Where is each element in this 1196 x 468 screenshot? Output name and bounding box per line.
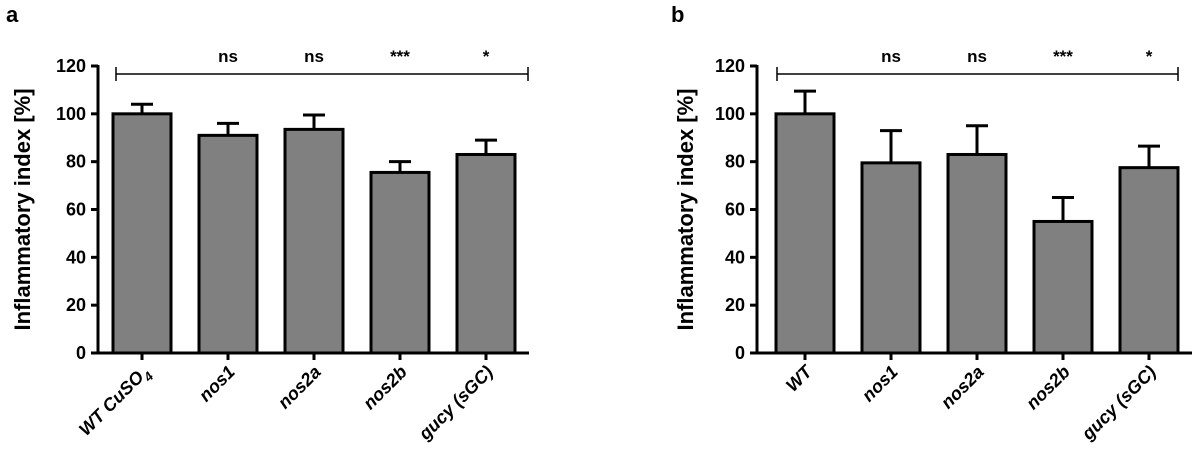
- x-tick-label-text: gucy (sGC): [1077, 362, 1160, 445]
- bar-3: [946, 152, 1008, 355]
- bar-2: [860, 161, 922, 355]
- x-tick-label: nos2b: [1022, 362, 1074, 414]
- x-tick-label: WT: [782, 360, 817, 395]
- chart-panel-b: b Inflammatory index [%] 0 20 40 60 80 100 120 WT…: [671, 2, 1192, 444]
- y-tick-label: 120: [715, 56, 745, 76]
- y-tick-label: 0: [735, 343, 745, 363]
- significance-label: ns: [218, 47, 238, 66]
- y-tick-label: 40: [725, 247, 745, 267]
- chart-panel-a: a Inflammatory index [%] 0 20 40 60 80 100 120 WT…: [6, 2, 529, 444]
- x-tick-label-text: nos2b: [359, 362, 411, 414]
- panel-letter: a: [6, 2, 19, 27]
- y-tick-label: 0: [76, 343, 86, 363]
- y-tick-label: 100: [715, 104, 745, 124]
- x-tick-label: nos2b: [359, 362, 411, 414]
- y-tick-label: 80: [66, 152, 86, 172]
- x-tick-label: nos1: [858, 362, 902, 406]
- significance-label: ns: [881, 47, 901, 66]
- bar-4: [1032, 219, 1094, 355]
- y-tick-label: 100: [56, 104, 86, 124]
- bar-2: [197, 133, 259, 355]
- significance-label: ns: [967, 47, 987, 66]
- x-tick-label-text: nos2a: [937, 362, 988, 413]
- significance-label: ***: [1053, 47, 1073, 66]
- bar-4: [369, 170, 431, 355]
- bar-1: [111, 112, 173, 355]
- y-tick-label: 60: [66, 200, 86, 220]
- bar-1: [774, 112, 836, 355]
- y-tick-label: 60: [725, 200, 745, 220]
- y-axis-label: Inflammatory index [%]: [673, 88, 698, 330]
- panel-letter: b: [671, 2, 684, 27]
- y-tick-label: 80: [725, 152, 745, 172]
- y-axis-label: Inflammatory index [%]: [10, 88, 35, 330]
- x-tick-label-text: nos1: [858, 362, 902, 406]
- x-tick-label: gucy (sGC): [414, 362, 497, 445]
- x-tick-label-text: WT CuSO: [75, 367, 148, 440]
- x-tick-label-text: nos2a: [274, 362, 325, 413]
- x-tick-label-text: nos1: [195, 362, 239, 406]
- significance-label: *: [483, 47, 490, 66]
- bar-5: [1118, 166, 1180, 355]
- y-tick-label: 120: [56, 56, 86, 76]
- x-tick-label-text: gucy (sGC): [414, 362, 497, 445]
- x-tick-label: nos1: [195, 362, 239, 406]
- y-tick-label: 20: [725, 295, 745, 315]
- y-tick-label: 40: [66, 247, 86, 267]
- x-tick-label: WT CuSO4: [75, 361, 157, 443]
- bar-3: [283, 127, 345, 355]
- x-tick-label-text: nos2b: [1022, 362, 1074, 414]
- significance-label: *: [1146, 47, 1153, 66]
- x-tick-label: nos2a: [937, 362, 988, 413]
- y-tick-label: 20: [66, 295, 86, 315]
- bar-5: [455, 152, 517, 355]
- x-tick-label: nos2a: [274, 362, 325, 413]
- significance-label: ***: [390, 47, 410, 66]
- x-tick-label: gucy (sGC): [1077, 362, 1160, 445]
- significance-label: ns: [304, 47, 324, 66]
- x-tick-label-text: WT: [782, 360, 817, 395]
